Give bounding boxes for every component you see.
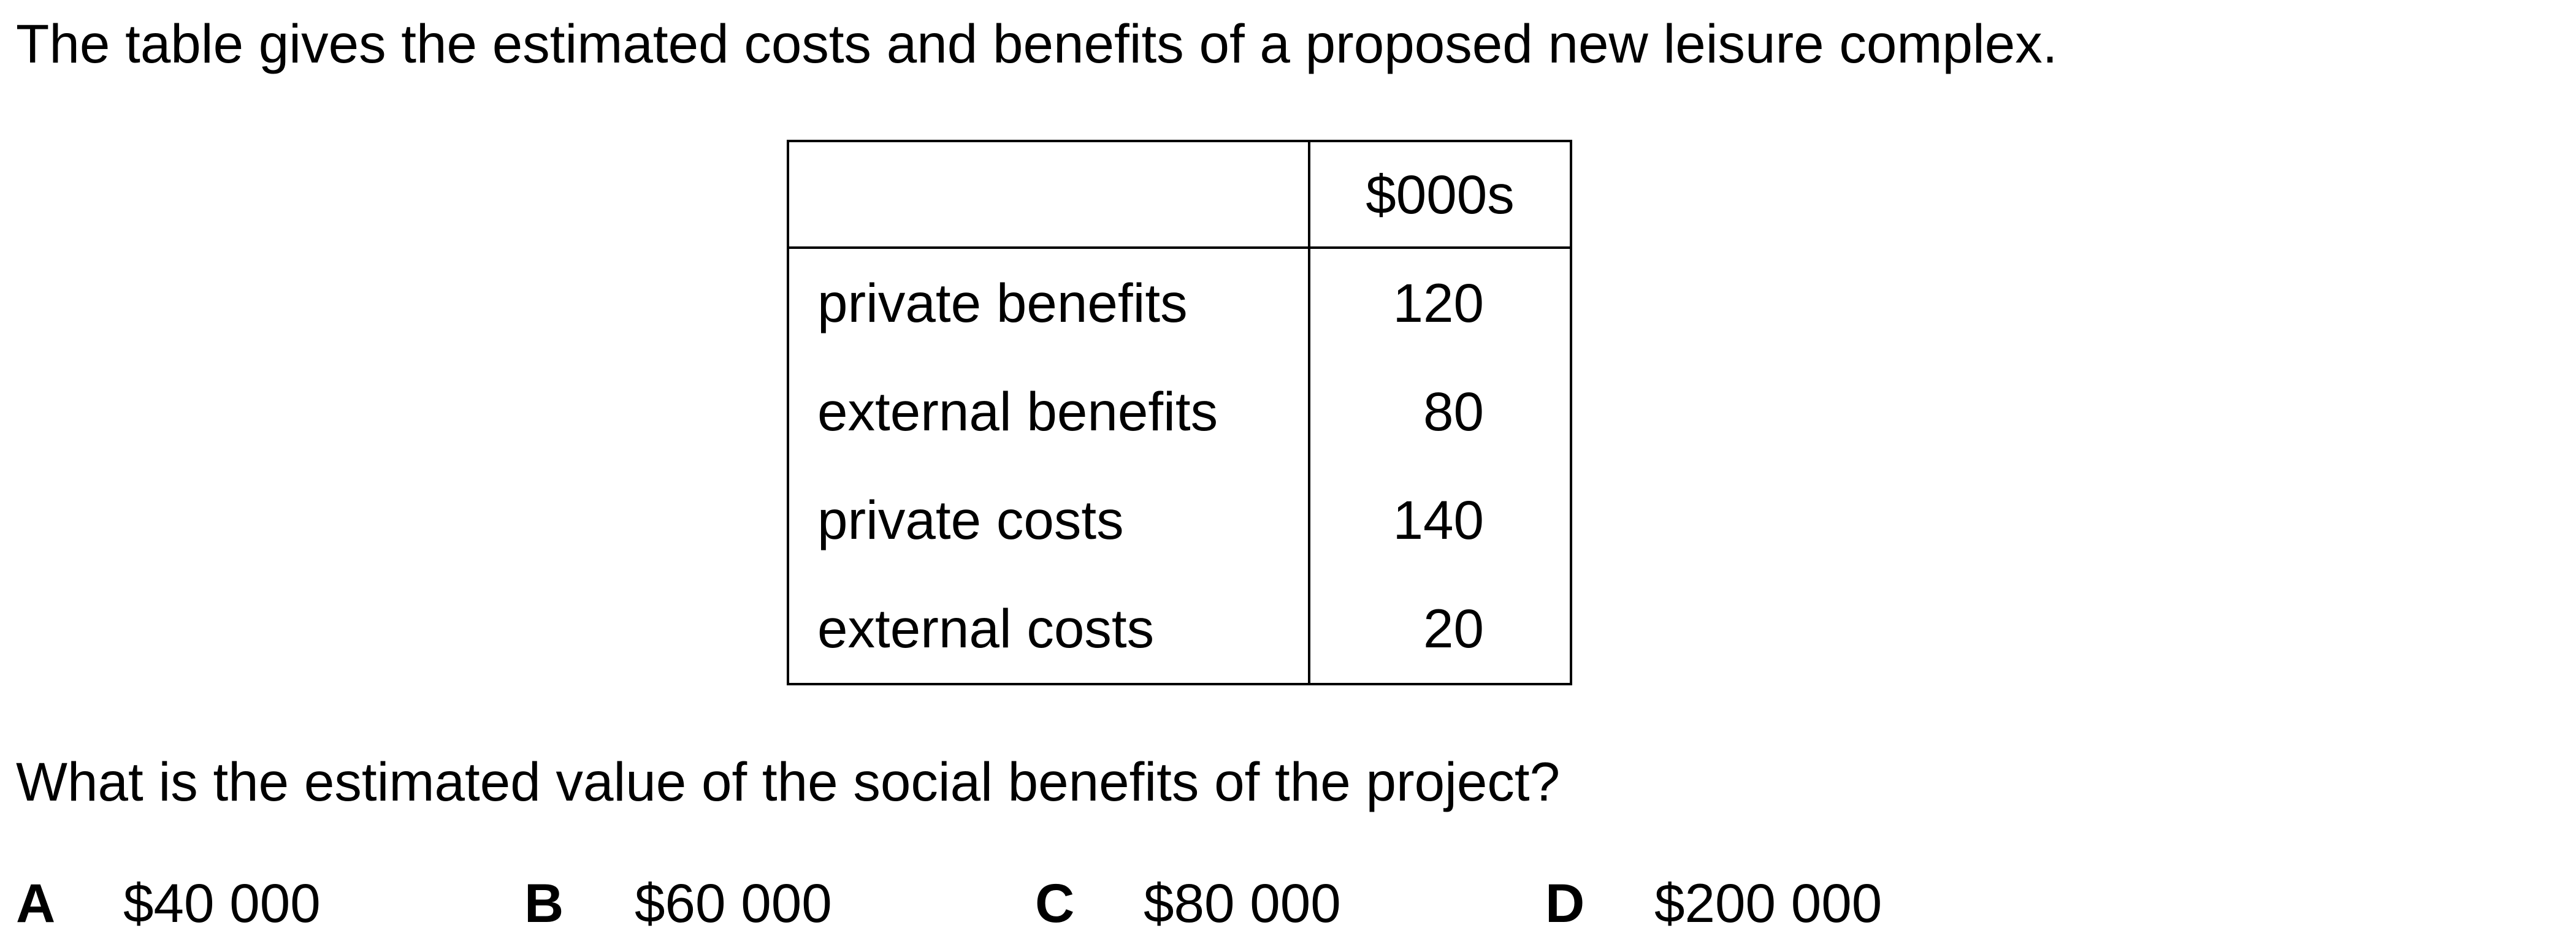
cost-benefit-table: $000s private benefits 120 external bene…: [787, 140, 1572, 685]
header-unit-cell: $000s: [1308, 140, 1572, 249]
table-row: external benefits 80: [787, 357, 1572, 466]
question-text: What is the estimated value of the socia…: [16, 751, 1561, 812]
row-label: external costs: [787, 574, 1310, 685]
table-row: private benefits 120: [787, 248, 1572, 357]
option-letter: D: [1545, 872, 1585, 934]
table-row: private costs 140: [787, 466, 1572, 574]
row-label: private benefits: [787, 248, 1310, 357]
option-letter: A: [16, 872, 56, 934]
row-value: 120: [1308, 248, 1572, 357]
option-b[interactable]: B $60 000: [524, 870, 832, 936]
option-d[interactable]: D $200 000: [1545, 870, 1882, 936]
option-amount: $200 000: [1654, 872, 1882, 934]
option-letter: B: [524, 872, 564, 934]
option-a[interactable]: A $40 000: [16, 870, 321, 936]
row-value: 80: [1308, 357, 1572, 466]
row-value: 140: [1308, 466, 1572, 574]
table-header-row: $000s: [787, 140, 1572, 249]
option-amount: $40 000: [123, 872, 321, 934]
row-label: external benefits: [787, 357, 1310, 466]
row-label: private costs: [787, 466, 1310, 574]
option-amount: $80 000: [1144, 872, 1341, 934]
intro-text: The table gives the estimated costs and …: [16, 13, 2058, 74]
option-letter: C: [1035, 872, 1075, 934]
row-value: 20: [1308, 574, 1572, 685]
table-row: external costs 20: [787, 574, 1572, 685]
option-c[interactable]: C $80 000: [1035, 870, 1341, 936]
answer-options: A $40 000 B $60 000 C $80 000 D $200 000: [0, 870, 2576, 944]
header-label-cell: [787, 140, 1310, 249]
option-amount: $60 000: [635, 872, 832, 934]
